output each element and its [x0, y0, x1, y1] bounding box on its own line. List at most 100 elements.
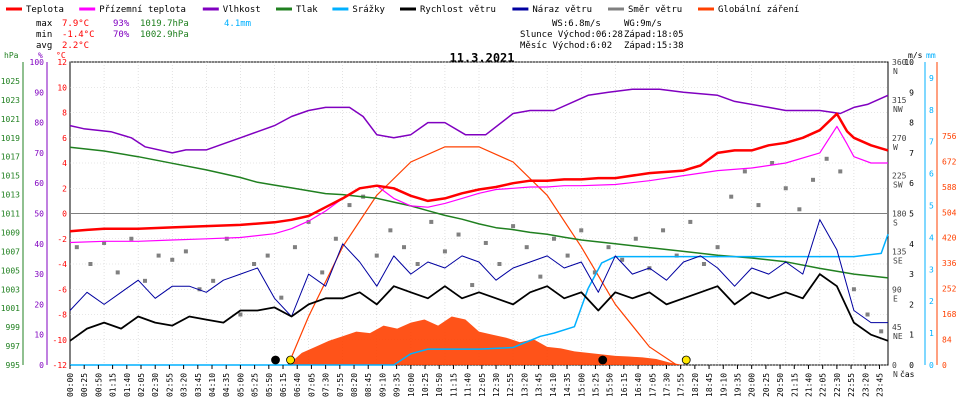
dir-axis-tick-7: 45	[892, 323, 902, 332]
x-tick-label-16: 06:40	[293, 373, 302, 397]
wind-dir-point-8	[183, 249, 188, 254]
pct-axis-tick-9: 10	[34, 331, 44, 340]
x-tick-label-32: 13:20	[520, 373, 529, 397]
x-tick-label-55: 22:55	[847, 373, 856, 397]
x-tick-label-30: 12:30	[492, 373, 501, 397]
rad-axis-tick-8: 84	[942, 336, 952, 345]
stat-min-press: 1002.9hPa	[140, 30, 189, 40]
mm-axis-tick-3: 6	[929, 170, 934, 179]
degc-axis-tick-6: 0	[62, 210, 67, 219]
ms-axis-tick-4: 6	[909, 179, 914, 188]
legend-label-8: Globální záření	[718, 5, 799, 15]
degc-axis-tick-1: 10	[57, 83, 67, 92]
hpa-axis-tick-13: 999	[6, 323, 21, 332]
hpa-axis-tick-1: 1023	[1, 96, 20, 105]
degc-axis-tick-8: -4	[57, 260, 67, 269]
pct-axis-tick-2: 80	[34, 119, 44, 128]
mm-axis-tick-5: 4	[929, 233, 934, 242]
x-tick-label-23: 09:35	[393, 373, 402, 397]
wind-dir-point-4	[129, 236, 134, 241]
ms-axis-tick-3: 7	[909, 149, 914, 158]
series-wind-gust	[69, 219, 888, 324]
x-tick-label-1: 00:25	[80, 373, 89, 397]
wind-dir-point-32	[511, 224, 516, 229]
mm-axis-tick-8: 1	[929, 329, 934, 338]
hpa-axis-tick-14: 997	[6, 342, 21, 351]
marker-sunrise	[286, 355, 295, 365]
stat-min-hum: 70%	[113, 30, 130, 40]
x-tick-label-33: 13:45	[535, 373, 544, 397]
degc-axis-tick-12: -12	[53, 361, 68, 370]
wind-dir-point-50	[756, 203, 761, 208]
dir-axis-label-8: N	[893, 370, 898, 379]
pct-axis-tick-8: 20	[34, 300, 44, 309]
legend-label-5: Rychlost větru	[420, 5, 496, 15]
series-ground-temp	[69, 125, 888, 244]
x-tick-label-17: 07:05	[307, 373, 316, 397]
x-tick-label-36: 15:00	[577, 373, 586, 397]
x-tick-label-49: 20:25	[762, 373, 771, 397]
x-tick-label-45: 18:45	[705, 373, 714, 397]
x-tick-label-31: 12:55	[506, 373, 515, 397]
marker-moonrise	[271, 355, 280, 365]
x-tick-label-44: 18:20	[691, 373, 700, 397]
dir-axis-label-0: N	[893, 67, 898, 76]
x-tick-label-22: 09:10	[378, 373, 387, 397]
x-tick-label-11: 04:35	[222, 373, 231, 397]
rad-axis-tick-3: 504	[942, 208, 957, 217]
x-tick-label-47: 19:35	[733, 373, 742, 397]
hpa-axis-tick-2: 1021	[1, 115, 20, 124]
mm-axis-tick-4: 5	[929, 202, 934, 211]
wind-dir-point-37	[579, 228, 584, 233]
marker-sunset	[681, 355, 691, 365]
wind-dir-point-44	[674, 253, 679, 258]
wind-dir-point-51	[770, 161, 775, 165]
dir-axis-label-7: NE	[893, 332, 903, 341]
wind-dir-point-19	[333, 236, 338, 241]
dir-axis-label-2: W	[893, 143, 898, 152]
x-tick-label-53: 22:05	[819, 373, 828, 397]
ms-axis-tick-2: 8	[909, 119, 914, 128]
x-tick-label-2: 00:50	[94, 373, 103, 397]
x-tick-label-20: 08:20	[350, 373, 359, 397]
stat-max-press: 1019.7hPa	[140, 19, 189, 29]
rad-axis-tick-6: 252	[942, 285, 957, 294]
x-tick-label-26: 10:50	[435, 373, 444, 397]
x-tick-label-28: 11:40	[464, 373, 473, 397]
hpa-axis-tick-9: 1007	[1, 247, 20, 256]
x-tick-label-3: 01:15	[109, 373, 118, 397]
dir-axis-tick-1: 315	[892, 96, 907, 105]
dir-axis-tick-2: 270	[892, 134, 907, 143]
x-tick-label-12: 05:00	[236, 373, 245, 397]
x-tick-label-34: 14:10	[549, 373, 558, 397]
wind-dir-point-43	[661, 228, 666, 233]
wind-dir-point-22	[374, 253, 379, 258]
pct-axis-tick-0: 100	[30, 58, 45, 67]
rad-axis-tick-2: 588	[942, 183, 957, 192]
wind-dir-point-39	[606, 245, 611, 250]
ms-axis-tick-8: 2	[909, 300, 914, 309]
degc-axis-tick-0: 12	[57, 58, 67, 67]
wind-dir-point-2	[102, 240, 107, 245]
wind-dir-point-7	[170, 257, 175, 262]
ms-axis-tick-5: 5	[909, 210, 914, 219]
hpa-axis-label: hPa	[4, 51, 19, 60]
hpa-axis-tick-8: 1009	[1, 228, 20, 237]
wind-dir-point-41	[633, 236, 638, 241]
wind-dir-point-34	[538, 274, 543, 279]
hpa-axis-tick-4: 1017	[1, 153, 20, 162]
wind-dir-point-52	[783, 186, 788, 191]
mm-axis-tick-9: 0	[929, 361, 934, 370]
hpa-axis-tick-3: 1019	[1, 134, 20, 143]
wind-dir-point-47	[715, 245, 720, 250]
x-tick-label-57: 23:45	[875, 373, 884, 397]
pct-axis-tick-7: 30	[34, 270, 44, 279]
x-tick-label-43: 17:55	[677, 373, 686, 397]
ms-axis-tick-6: 4	[909, 240, 914, 249]
rad-axis-tick-0: 756	[942, 132, 957, 141]
wind-dir-point-45	[688, 219, 693, 224]
degc-axis-tick-9: -6	[57, 285, 67, 294]
stat-wind: WS:6.8m/s	[552, 19, 601, 29]
pct-axis-label: %	[38, 51, 43, 60]
dir-axis-tick-0: 360	[892, 58, 907, 67]
